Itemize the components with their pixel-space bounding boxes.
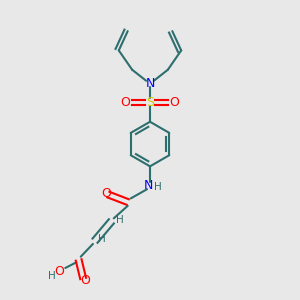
Text: S: S <box>146 96 154 109</box>
Text: O: O <box>170 96 180 109</box>
Text: O: O <box>81 274 90 287</box>
Text: H: H <box>154 182 161 192</box>
Text: N: N <box>144 179 153 192</box>
Text: N: N <box>145 76 155 90</box>
Text: H: H <box>98 234 105 244</box>
Text: H: H <box>48 271 56 281</box>
Text: H: H <box>116 215 124 225</box>
Text: O: O <box>54 265 64 278</box>
Text: O: O <box>101 187 111 200</box>
Text: O: O <box>120 96 130 109</box>
